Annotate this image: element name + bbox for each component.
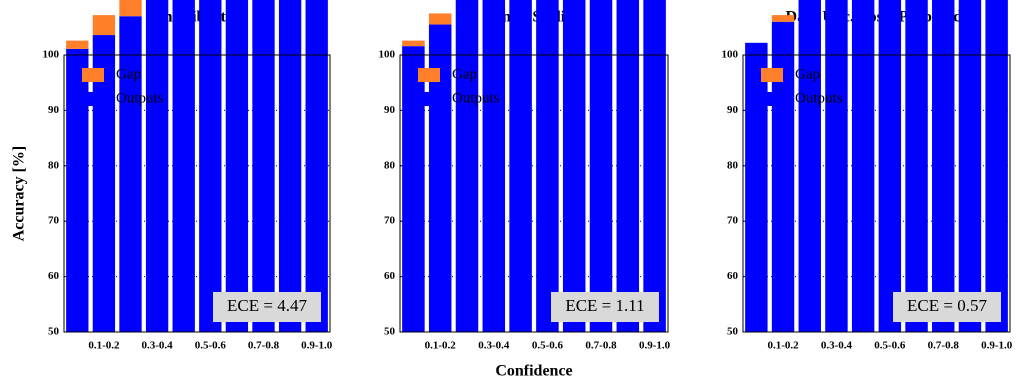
bar-segment bbox=[771, 15, 795, 22]
bar-segment bbox=[278, 0, 302, 332]
y-tick-label: 60 bbox=[384, 270, 396, 282]
y-tick-label: 80 bbox=[384, 159, 396, 171]
y-tick-label: 90 bbox=[384, 104, 396, 116]
bar-segment bbox=[509, 0, 532, 332]
x-tick-label: 0.1-0.2 bbox=[425, 340, 457, 352]
y-tick-label: 80 bbox=[48, 159, 60, 171]
bar-segment bbox=[66, 48, 89, 332]
annotation: ECE = 1.11 bbox=[565, 296, 644, 315]
bar-segment bbox=[428, 13, 452, 25]
bar-segment bbox=[225, 0, 249, 332]
bar-segment bbox=[252, 0, 275, 332]
x-tick-label: 0.7-0.8 bbox=[248, 340, 280, 352]
bar-segment bbox=[455, 0, 479, 333]
legend-label: Outputs bbox=[452, 90, 500, 106]
x-tick-label: 0.5-0.6 bbox=[532, 340, 564, 352]
bar-segment bbox=[402, 40, 425, 47]
x-tick-label: 0.9-1.0 bbox=[639, 340, 671, 352]
bar-segment bbox=[878, 0, 902, 332]
y-tick-label: 100 bbox=[379, 49, 396, 61]
annotation: ECE = 0.57 bbox=[907, 296, 987, 315]
y-tick-label: 70 bbox=[384, 215, 396, 227]
bar-segment bbox=[119, 16, 142, 332]
legend-swatch bbox=[82, 92, 104, 106]
bar-segment bbox=[305, 0, 328, 333]
y-axis-label: Accuracy [%] bbox=[11, 146, 28, 242]
y-tick-label: 100 bbox=[722, 49, 739, 61]
bar-segment bbox=[562, 0, 586, 332]
bar-segment bbox=[119, 0, 142, 17]
legend-label: Gap bbox=[452, 66, 477, 82]
bar-segment bbox=[932, 0, 955, 332]
x-tick-label: 0.1-0.2 bbox=[767, 340, 799, 352]
annotation-box bbox=[213, 292, 321, 322]
annotation-box bbox=[893, 292, 1001, 322]
y-tick-label: 50 bbox=[384, 326, 396, 338]
legend-swatch bbox=[418, 68, 440, 82]
x-tick-label: 0.5-0.6 bbox=[195, 340, 227, 352]
bar-segment bbox=[145, 0, 169, 333]
bar-segment bbox=[402, 46, 425, 333]
y-tick-label: 60 bbox=[48, 270, 60, 282]
y-tick-label: 90 bbox=[727, 104, 739, 116]
bar-segment bbox=[92, 15, 116, 36]
legend-label: Outputs bbox=[116, 90, 164, 106]
legend-swatch bbox=[761, 68, 783, 82]
y-tick-label: 50 bbox=[48, 326, 60, 338]
bar-segment bbox=[172, 0, 195, 332]
y-tick-label: 70 bbox=[727, 215, 739, 227]
x-tick-label: 0.5-0.6 bbox=[874, 340, 906, 352]
bar-segment bbox=[851, 0, 875, 333]
y-tick-label: 100 bbox=[43, 49, 60, 61]
annotation: ECE = 4.47 bbox=[227, 296, 307, 315]
bar-segment bbox=[589, 0, 613, 332]
legend-swatch bbox=[761, 92, 783, 106]
y-tick-label: 60 bbox=[727, 270, 739, 282]
bar-segment bbox=[66, 40, 89, 49]
legend-swatch bbox=[82, 68, 104, 82]
axes-frame bbox=[742, 54, 1011, 333]
x-tick-label: 0.9-1.0 bbox=[301, 340, 333, 352]
x-tick-label: 0.3-0.4 bbox=[478, 340, 510, 352]
x-tick-label: 0.9-1.0 bbox=[981, 340, 1013, 352]
bar-segment bbox=[798, 0, 821, 333]
bar-segment bbox=[199, 0, 222, 333]
y-tick-label: 50 bbox=[727, 326, 739, 338]
x-tick-label: 0.3-0.4 bbox=[142, 340, 174, 352]
legend-label: Gap bbox=[116, 66, 141, 82]
y-tick-label: 90 bbox=[48, 104, 60, 116]
x-tick-label: 0.7-0.8 bbox=[585, 340, 617, 352]
axes-frame bbox=[63, 54, 331, 333]
y-tick-label: 70 bbox=[48, 215, 60, 227]
x-axis-label: Confidence bbox=[495, 363, 572, 380]
bar-segment bbox=[745, 42, 768, 332]
bar-segment bbox=[482, 0, 506, 333]
bar-segment bbox=[958, 0, 982, 332]
annotation-box bbox=[551, 292, 659, 322]
bar-segment bbox=[643, 0, 666, 332]
x-tick-label: 0.7-0.8 bbox=[928, 340, 960, 352]
bar-segment bbox=[985, 0, 1008, 332]
x-tick-label: 0.1-0.2 bbox=[88, 340, 120, 352]
legend-label: Gap bbox=[795, 66, 820, 82]
bar-segment bbox=[92, 35, 116, 332]
bar-segment bbox=[536, 0, 559, 332]
bar-segment bbox=[825, 0, 848, 332]
bar-segment bbox=[905, 0, 928, 332]
x-tick-label: 0.3-0.4 bbox=[821, 340, 853, 352]
y-tick-label: 80 bbox=[727, 159, 739, 171]
legend-swatch bbox=[418, 92, 440, 106]
bar-segment bbox=[616, 0, 640, 332]
legend-label: Outputs bbox=[795, 90, 843, 106]
axes-frame bbox=[399, 54, 669, 333]
